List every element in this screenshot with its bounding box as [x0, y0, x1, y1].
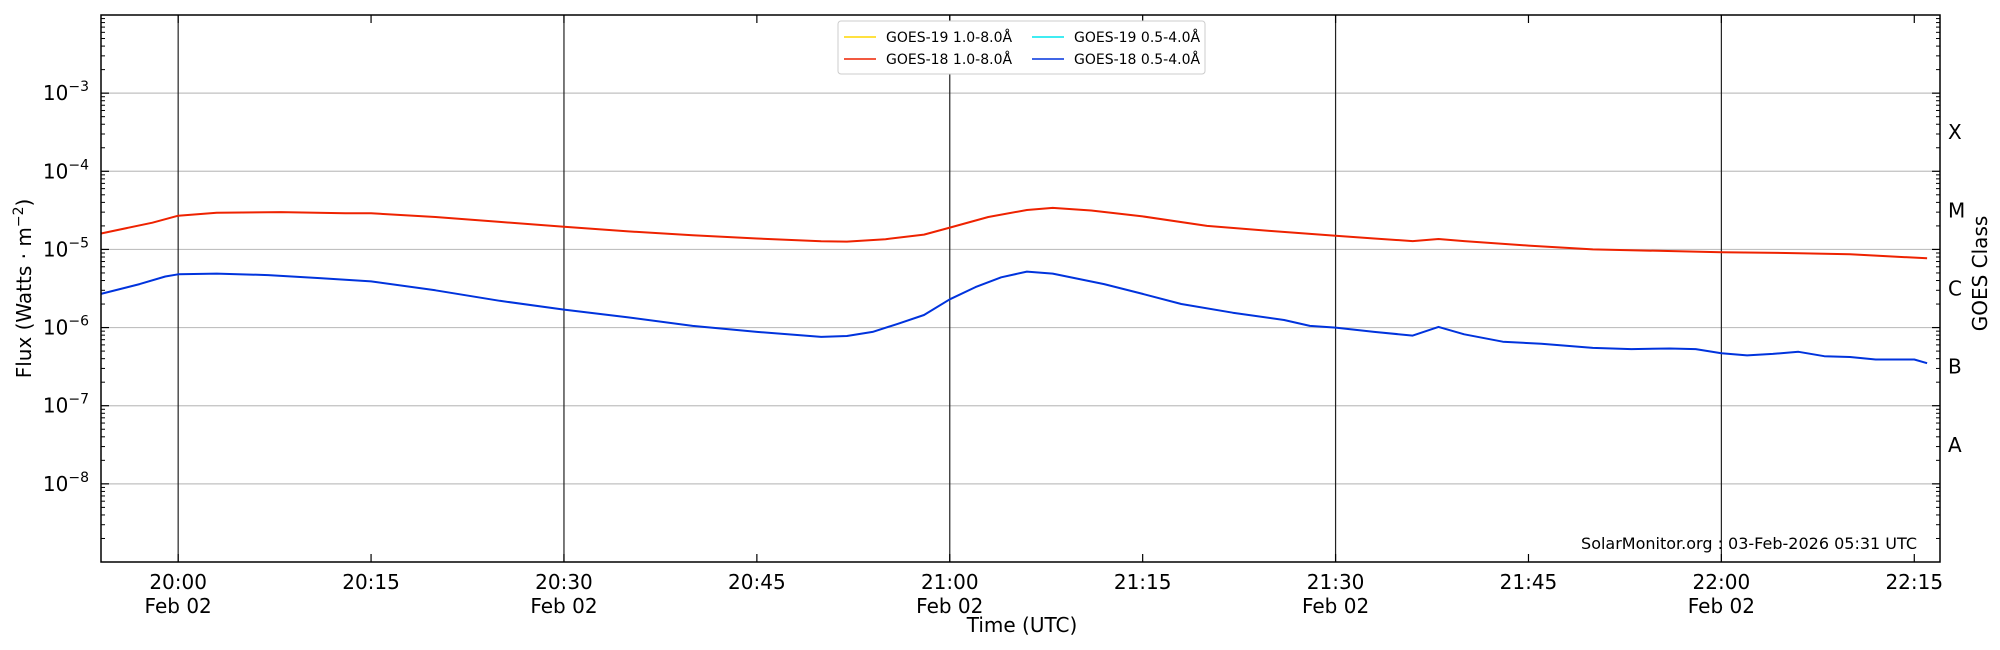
series-line	[100, 206, 1928, 260]
goes-class-label: X	[1948, 120, 1962, 144]
x-axis-title: Time (UTC)	[966, 613, 1078, 637]
x-tick-label: 22:00	[1693, 570, 1751, 594]
y-tick-label: 10−8	[43, 470, 89, 496]
y-tick-base: 10	[43, 159, 68, 183]
x-tick-date-label: Feb 02	[1688, 594, 1755, 618]
x-tick-date-label: Feb 02	[530, 594, 597, 618]
goes-class-label: C	[1948, 277, 1962, 301]
x-tick-date-label: Feb 02	[916, 594, 983, 618]
y-tick-exponent: −8	[68, 470, 89, 486]
y-tick-base: 10	[43, 316, 68, 340]
y-tick-label: 10−5	[43, 235, 89, 261]
legend-box	[837, 20, 1206, 75]
x-tick-label: 22:15	[1885, 570, 1943, 594]
goes-class-label: M	[1948, 198, 1965, 222]
x-tick-label: 21:45	[1500, 570, 1558, 594]
goes-class-label: A	[1948, 433, 1962, 457]
y-tick-base: 10	[43, 237, 68, 261]
y-axis-title-close: )	[12, 199, 36, 207]
y-tick-base: 10	[43, 394, 68, 418]
x-tick-date-label: Feb 02	[145, 594, 212, 618]
y-tick-exponent: −5	[68, 235, 89, 251]
y-axis-title-main: Flux (Watts · m	[12, 227, 36, 378]
goes-class-labels: A B C M X	[1948, 120, 1965, 457]
y-tick-label: 10−4	[43, 157, 89, 183]
data-series	[100, 206, 1928, 365]
legend: GOES-19 1.0-8.0Å GOES-19 0.5-4.0Å GOES-18 …	[837, 20, 1206, 75]
axis-ticks	[101, 15, 1940, 562]
legend-entry-label: GOES-18 0.5-4.0Å	[1074, 51, 1200, 68]
y-tick-exponent: −4	[68, 157, 89, 173]
y-tick-base: 10	[43, 81, 68, 105]
x-tick-label: 21:30	[1307, 570, 1365, 594]
goes-class-axis-title: GOES Class	[1968, 216, 1992, 332]
y-axis-title-exponent: −2	[11, 207, 27, 228]
x-tick-label: 20:00	[149, 570, 207, 594]
plot-frame	[100, 14, 1941, 563]
x-tick-label: 21:15	[1114, 570, 1172, 594]
y-tick-exponent: −7	[68, 392, 89, 408]
legend-entry-label: GOES-19 0.5-4.0Å	[1074, 29, 1200, 46]
date-vertical-lines	[177, 15, 1722, 562]
y-tick-label: 10−3	[43, 79, 89, 105]
series-line	[100, 270, 1928, 365]
y-tick-exponent: −6	[68, 314, 89, 330]
x-tick-label: 20:30	[535, 570, 593, 594]
x-tick-label: 20:45	[728, 570, 786, 594]
legend-entry-label: GOES-18 1.0-8.0Å	[886, 51, 1012, 68]
y-tick-label: 10−7	[43, 392, 89, 418]
y-axis-title: Flux (Watts · m−2)	[11, 199, 36, 379]
legend-entry-label: GOES-19 1.0-8.0Å	[886, 29, 1012, 46]
y-tick-label: 10−6	[43, 314, 89, 340]
grid-lines	[101, 92, 1940, 485]
y-tick-base: 10	[43, 472, 68, 496]
x-tick-date-label: Feb 02	[1302, 594, 1369, 618]
source-annotation: SolarMonitor.org : 03-Feb-2026 05:31 UTC	[1581, 534, 1917, 553]
y-tick-exponent: −3	[68, 79, 89, 95]
x-tick-label: 20:15	[342, 570, 400, 594]
y-tick-labels: 10−810−710−610−510−410−3	[43, 79, 89, 496]
goes-class-label: B	[1948, 355, 1962, 379]
x-tick-label: 21:00	[921, 570, 979, 594]
